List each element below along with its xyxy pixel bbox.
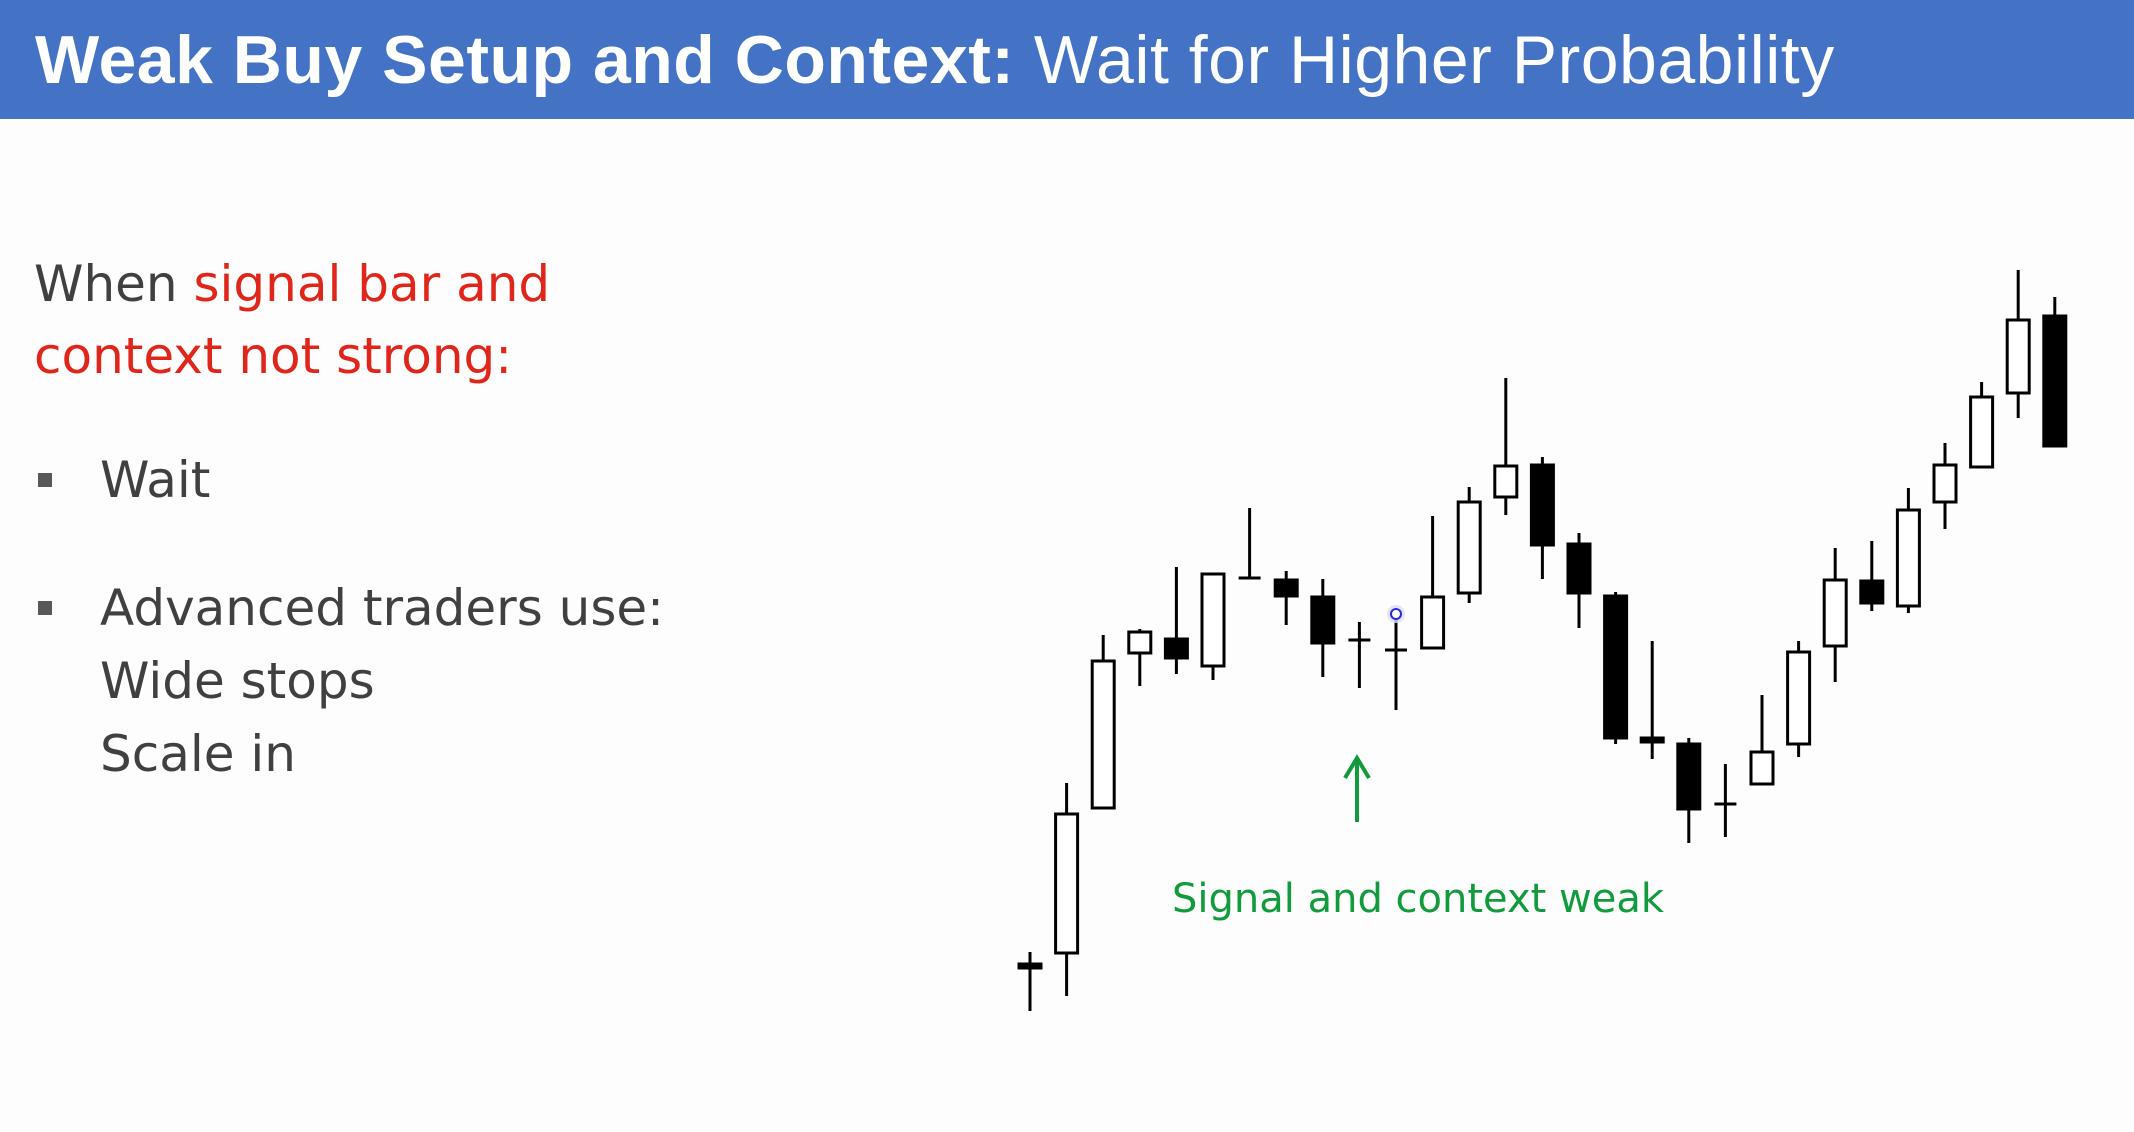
bullet-wait: Wait (34, 444, 894, 517)
candle-bull-body (1932, 463, 1958, 504)
candle-17 (1639, 641, 1665, 759)
slide-title-bar: Weak Buy Setup and Context: Wait for Hig… (0, 0, 2134, 119)
candle-9 (1348, 622, 1371, 688)
candle-23 (1859, 541, 1885, 611)
candle-21 (1786, 641, 1812, 757)
candle-bear-body (1859, 579, 1885, 605)
candle-11 (1420, 516, 1446, 650)
candle-bull-body (1200, 572, 1226, 668)
candle-bull-body (2005, 318, 2031, 395)
candle-25 (1932, 443, 1958, 529)
candle-bull-body (1749, 750, 1775, 786)
candle-bull-body (1090, 659, 1116, 810)
candle-26 (1969, 382, 1995, 469)
bullet-advanced: Advanced traders use: Wide stops Scale i… (34, 572, 894, 791)
candle-bear-body (1676, 742, 1702, 811)
candle-12 (1456, 487, 1482, 603)
candle-bear-body (1566, 542, 1592, 595)
cursor-dot-icon (1387, 605, 1405, 623)
candle-0 (1017, 952, 1043, 1011)
candle-bear-body (1017, 962, 1043, 970)
candle-10 (1385, 612, 1407, 710)
candle-bear-body (2042, 314, 2068, 448)
candle-bull-body (1456, 500, 1482, 595)
candle-7 (1273, 571, 1299, 625)
candle-18 (1676, 738, 1702, 843)
candle-24 (1895, 488, 1921, 613)
candle-bear-body (1273, 578, 1299, 598)
candle-28 (2042, 297, 2068, 448)
candle-bull-body (1493, 464, 1519, 499)
candle-bull-body (1054, 812, 1080, 955)
title-rest: Wait for Higher Probability (1033, 21, 1835, 98)
candle-bear-body (1163, 637, 1189, 660)
candle-1 (1054, 783, 1080, 996)
up-arrow-icon (1343, 754, 1371, 822)
candle-4 (1163, 567, 1189, 674)
candle-bear-body (1603, 594, 1629, 740)
candle-16 (1603, 592, 1629, 744)
candle-14 (1529, 457, 1555, 579)
candle-2 (1090, 635, 1116, 810)
bullet-wide-stops: Wide stops (100, 652, 375, 710)
candle-bull-body (1895, 508, 1921, 608)
signal-annotation: Signal and context weak (1172, 876, 1665, 922)
candle-bull-body (1127, 630, 1153, 655)
intro-highlight-2: context not strong: (34, 327, 513, 385)
candle-22 (1822, 548, 1848, 682)
candle-27 (2005, 270, 2031, 418)
candle-bear-body (1639, 736, 1665, 744)
candle-bear-body (1310, 595, 1336, 645)
bullet-list: Wait Advanced traders use: Wide stops Sc… (34, 444, 894, 791)
candle-8 (1310, 579, 1336, 677)
candle-bear-body (1529, 463, 1555, 547)
candle-bull-body (1822, 578, 1848, 648)
bullet-square-icon (38, 601, 52, 615)
slide-body: When signal bar and context not strong: … (34, 248, 894, 791)
candle-20 (1749, 695, 1775, 786)
bullet-scale-in: Scale in (100, 725, 296, 783)
intro-prefix: When (34, 255, 194, 313)
candle-5 (1200, 572, 1226, 680)
candle-bull-body (1969, 395, 1995, 469)
intro-text: When signal bar and context not strong: (34, 248, 894, 392)
title-bold: Weak Buy Setup and Context: (35, 21, 1015, 98)
intro-highlight-1: signal bar and (193, 255, 551, 313)
bullet-wait-text: Wait (100, 451, 211, 509)
candle-6 (1238, 508, 1261, 580)
bullet-square-icon (38, 473, 52, 487)
candle-bull-body (1786, 650, 1812, 746)
candle-bull-body (1420, 595, 1446, 650)
candle-15 (1566, 533, 1592, 628)
candle-13 (1493, 378, 1519, 515)
candle-19 (1714, 764, 1737, 837)
candles-group (1017, 270, 2068, 1011)
bullet-advanced-text: Advanced traders use: (100, 579, 665, 637)
candle-3 (1127, 629, 1153, 686)
